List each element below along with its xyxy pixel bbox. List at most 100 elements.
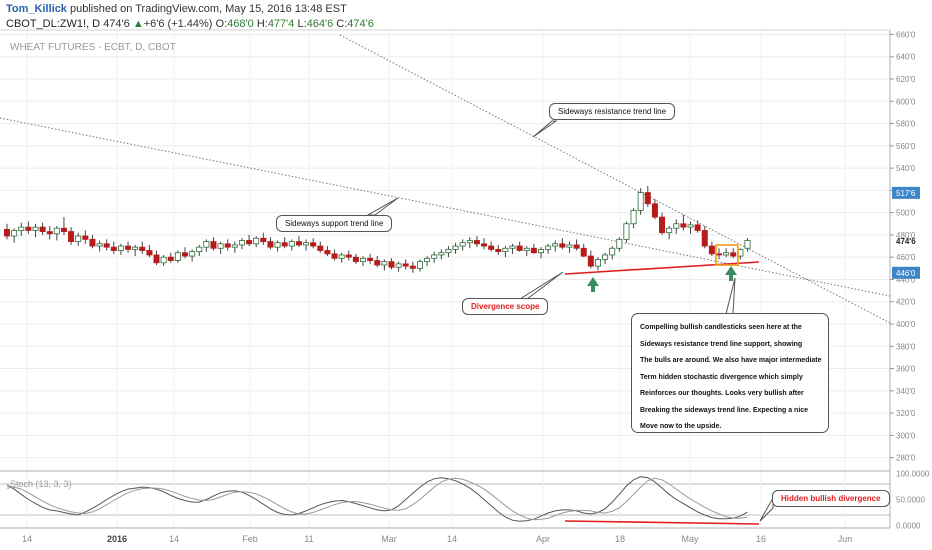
low-value: 464'6 (306, 18, 334, 30)
author-link[interactable]: Tom_Killick (6, 3, 67, 15)
note-line: The bulls are around. We also have major… (640, 357, 822, 364)
candle (110, 241, 117, 254)
candle (324, 246, 331, 257)
price-label-box (892, 266, 920, 279)
candle (89, 234, 96, 249)
candle (367, 253, 374, 264)
candle (4, 223, 10, 240)
candle (673, 219, 680, 234)
x-tick-label: 11 (304, 534, 313, 544)
candle (231, 241, 238, 253)
candle (224, 239, 231, 251)
candle (459, 239, 466, 251)
candle (338, 252, 345, 263)
price-divergence-line[interactable] (564, 261, 760, 275)
note-line: Reinforces our thoughts. Looks very bull… (640, 390, 804, 397)
candle (317, 241, 324, 253)
stoch-tick-label: 100.0000 (896, 470, 930, 479)
candle (481, 238, 488, 250)
candle (723, 248, 730, 258)
symbol-label: CBOT_DL:ZW1!, D (6, 18, 101, 30)
candle (132, 244, 139, 257)
candle (295, 236, 302, 248)
y-tick-label: 380'0 (896, 342, 916, 351)
candle (616, 237, 623, 252)
candle (267, 237, 274, 250)
candlestick-series (4, 185, 751, 273)
y-tick-label: 480'0 (896, 231, 916, 240)
stoch-tick-label: 0.0000 (896, 521, 921, 530)
candle (82, 230, 89, 244)
candle (146, 244, 153, 258)
candle (701, 226, 708, 249)
note-line: Breaking the sideways trend line. Expect… (640, 406, 809, 414)
candle (587, 250, 594, 269)
y-tick-label: 640'0 (896, 53, 916, 62)
candle (103, 239, 110, 251)
candle (488, 241, 495, 252)
candle (125, 241, 132, 253)
candle (552, 240, 559, 252)
candle (331, 249, 338, 261)
candle (424, 256, 431, 267)
candle (573, 239, 580, 251)
candle (260, 232, 267, 245)
y-tick-label: 660'0 (896, 30, 916, 39)
candle (139, 241, 146, 254)
annotation-markers (587, 266, 737, 292)
y-tick-label: 360'0 (896, 365, 916, 374)
open-label: O: (215, 18, 228, 30)
price-label: 474'6 (896, 237, 916, 246)
candle (18, 222, 25, 237)
time-axis: 14 2016 14 Feb 11 Mar 14 Apr 18 May 16 Jun (22, 534, 852, 544)
candle (246, 234, 253, 247)
candle (730, 248, 737, 259)
candle (381, 259, 388, 271)
y-tick-label: 340'0 (896, 387, 916, 396)
note-line: Move now to the upside. (640, 423, 722, 430)
candle (25, 221, 32, 234)
candle (438, 249, 445, 260)
candle (687, 221, 694, 234)
high-value: 477'4 (267, 18, 295, 30)
y-tick-label: 580'0 (896, 120, 916, 129)
candle (68, 227, 75, 245)
candle (530, 243, 537, 254)
open-value: 468'0 (227, 18, 254, 30)
candle (651, 199, 658, 220)
candle (602, 252, 609, 264)
close-label: C: (336, 18, 348, 30)
grid (0, 30, 890, 528)
candle (495, 244, 502, 255)
candle (53, 226, 60, 241)
trend-lines[interactable] (0, 34, 891, 525)
candle (238, 238, 245, 250)
change-arrow-icon: ▲ (132, 18, 144, 30)
candle (359, 256, 366, 267)
candle (217, 241, 224, 254)
candle (680, 214, 687, 231)
candle (609, 246, 616, 260)
y-tick-label: 280'0 (896, 454, 916, 463)
stoch-divergence-line[interactable] (564, 520, 760, 525)
y-tick-label: 600'0 (896, 97, 916, 106)
divergence-scope-callout: Divergence scope (462, 298, 549, 315)
y-tick-label: 420'0 (896, 298, 916, 307)
candle (566, 241, 573, 253)
chart-title: WHEAT FUTURES - ECBT, D, CBOT (10, 42, 176, 53)
candle (523, 246, 530, 257)
support-callout: Sideways support trend line (276, 215, 393, 232)
candle (281, 237, 288, 249)
price-label-box (892, 186, 920, 199)
support-trend-line[interactable] (0, 117, 891, 297)
candle (594, 257, 601, 271)
candle (623, 221, 630, 243)
y-tick-label: 460'0 (896, 253, 916, 262)
note-line: Sideways resistance trend line support, … (640, 340, 803, 348)
candle (196, 244, 203, 257)
x-tick-label: 14 (447, 534, 457, 544)
candle (538, 247, 545, 259)
candle (644, 185, 651, 208)
candle (666, 226, 673, 240)
